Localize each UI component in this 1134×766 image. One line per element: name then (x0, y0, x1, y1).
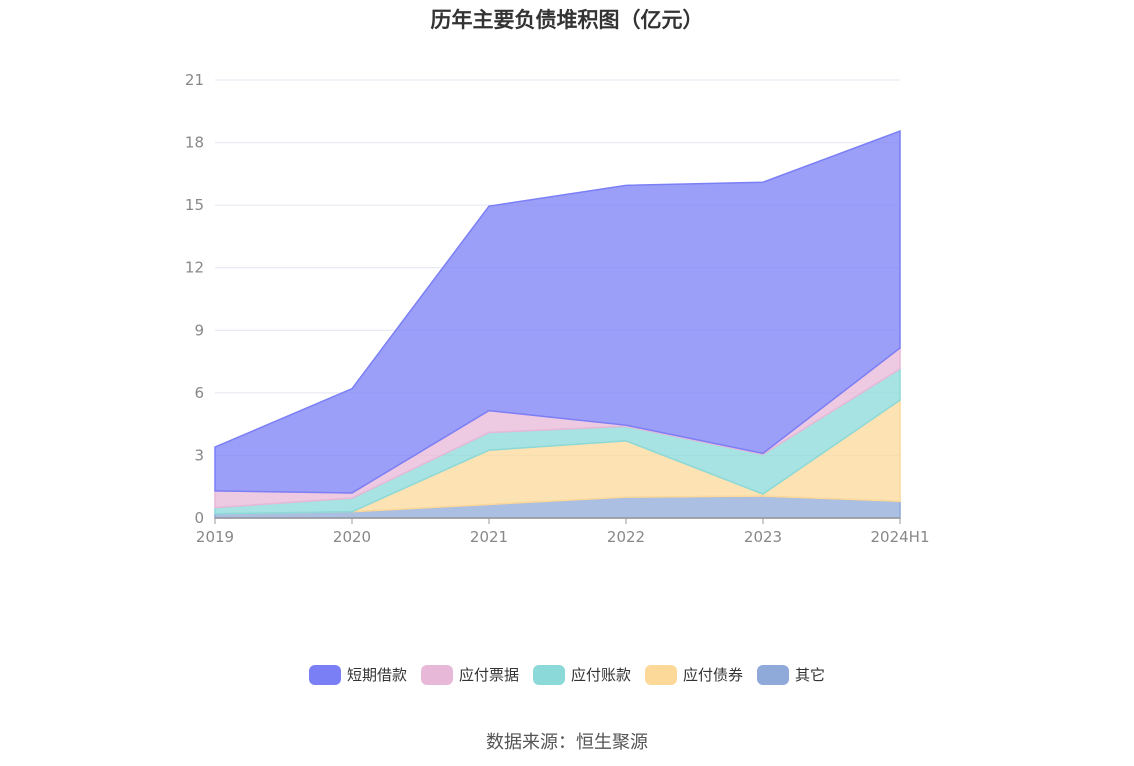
legend-item[interactable]: 其它 (757, 664, 825, 685)
x-tick-label: 2022 (607, 528, 645, 546)
legend-item[interactable]: 应付票据 (420, 664, 519, 685)
legend-item[interactable]: 短期借款 (308, 664, 407, 685)
area-series (214, 130, 901, 519)
legend-label: 应付债券 (683, 666, 744, 684)
legend-swatch (532, 664, 565, 685)
y-tick-label: 12 (185, 259, 204, 277)
chart-title: 历年主要负债堆积图（亿元） (430, 8, 704, 32)
legend-swatch (645, 664, 677, 685)
legend-item[interactable]: 应付账款 (532, 664, 631, 685)
legend-swatch (757, 664, 790, 685)
legend-label: 应付票据 (458, 666, 519, 684)
x-tick-label: 2024H1 (871, 528, 930, 546)
legend-label: 短期借款 (346, 666, 407, 684)
x-tick-label: 2020 (333, 528, 371, 546)
legend-label: 其它 (795, 666, 826, 684)
y-tick-label: 0 (194, 509, 204, 527)
area-短期借款 (214, 130, 901, 494)
x-tick-label: 2021 (470, 528, 508, 546)
x-tick-label: 2019 (196, 528, 234, 546)
x-tick-label: 2023 (744, 528, 782, 546)
y-tick-label: 6 (194, 384, 204, 402)
y-tick-label: 21 (185, 71, 204, 89)
y-tick-label: 15 (185, 196, 204, 214)
y-tick-label: 3 (194, 446, 204, 464)
data-source: 数据来源：恒生聚源 (486, 732, 648, 753)
legend-item[interactable]: 应付债券 (645, 664, 743, 685)
legend-swatch (420, 664, 453, 685)
legend-swatch (308, 664, 341, 685)
axes: 0 3 6 9 12 15 18 21 2019 2020 2021 2022 2023 2024H1 (185, 71, 930, 546)
legend: 短期借款 应付票据 应付账款 应付债券 其它 (0, 664, 1134, 685)
y-tick-label: 9 (194, 321, 204, 339)
y-tick-label: 18 (185, 134, 204, 152)
legend-label: 应付账款 (570, 666, 631, 684)
